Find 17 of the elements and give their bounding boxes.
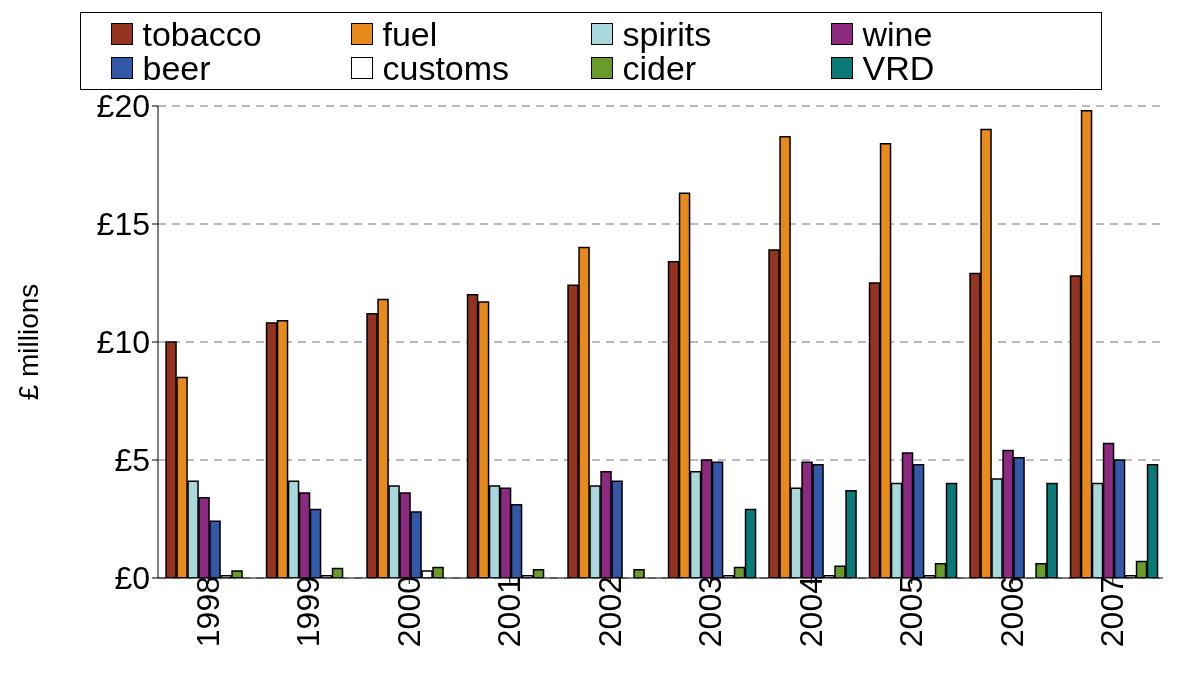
x-tick-label: 2006 [993, 576, 1030, 648]
x-tick-label: 2003 [692, 576, 729, 648]
y-tick-label: £15 [96, 206, 150, 243]
x-tick-label: 2004 [792, 576, 829, 648]
y-axis-title: £ millions [12, 283, 44, 401]
legend-label: spirits [622, 15, 712, 53]
x-tick-label: 2005 [893, 576, 930, 648]
x-tick-label: 2000 [390, 576, 427, 648]
x-tick-label: 1999 [290, 576, 327, 648]
x-tick-label: 2002 [591, 576, 628, 648]
x-tick-label: 2007 [1094, 576, 1131, 648]
x-tick-label: 2001 [491, 576, 528, 648]
y-tick-label: £20 [96, 88, 150, 125]
x-tick-label: 1998 [189, 576, 226, 648]
y-tick-label: £10 [96, 324, 150, 361]
y-tick-label: £5 [114, 442, 150, 479]
y-tick-label: £0 [114, 560, 150, 597]
